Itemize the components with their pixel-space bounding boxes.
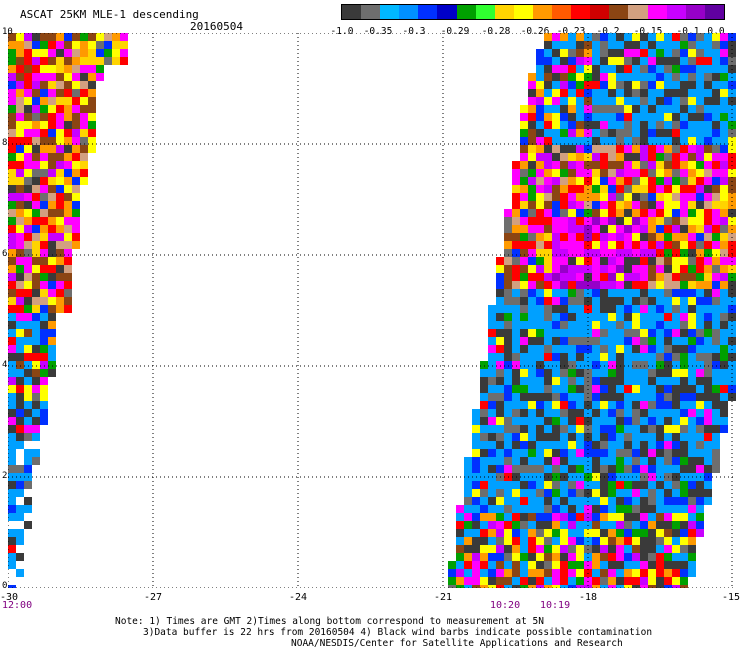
y-tick-6: 6: [2, 249, 8, 259]
colorbar-label: -0.29: [440, 26, 470, 37]
colorbar-label: -0.35: [363, 26, 393, 37]
map-plot: [8, 33, 736, 588]
colorbar-swatch: [666, 5, 686, 19]
colorbar-swatch: [590, 5, 610, 19]
colorbar-swatch: [418, 5, 438, 19]
colorbar-swatch: [571, 5, 591, 19]
colorbar-label: -0.26: [520, 26, 550, 37]
x-tick-minus15: -15: [721, 592, 740, 603]
y-tick-0: 0: [2, 581, 8, 591]
colorbar-swatch: [456, 5, 476, 19]
colorbar-swatch: [437, 5, 457, 19]
map-canvas: [8, 33, 736, 588]
x-tick-minus24: -24: [288, 592, 308, 603]
colorbar-swatch: [685, 5, 705, 19]
colorbar: [341, 4, 725, 20]
colorbar-swatch: [380, 5, 400, 19]
colorbar-swatch: [647, 5, 667, 19]
y-tick-10: 10: [2, 27, 13, 37]
colorbar-swatch: [342, 5, 362, 19]
colorbar-swatch: [628, 5, 648, 19]
colorbar-swatch: [494, 5, 514, 19]
colorbar-swatch: [475, 5, 495, 19]
colorbar-swatch: [399, 5, 419, 19]
x-tick-minus30: -30: [0, 592, 19, 603]
colorbar-swatch: [609, 5, 629, 19]
colorbar-swatch: [361, 5, 381, 19]
y-tick-8: 8: [2, 138, 8, 148]
x-tick-minus27: -27: [143, 592, 163, 603]
colorbar-labels: -1.0 -0.35 -0.3 -0.29 -0.28 -0.26 -0.23 -0.2 -0.…: [330, 26, 740, 38]
x-tick-minus21: -21: [433, 592, 453, 603]
y-tick-2: 2: [2, 471, 8, 481]
colorbar-label: -1.0: [330, 26, 354, 37]
colorbar-swatch: [552, 5, 572, 19]
plot-title: ASCAT 25KM MLE-1 descending: [20, 8, 199, 21]
time-label-swath-a: 10:20: [490, 600, 521, 611]
colorbar-label: -0.28: [481, 26, 511, 37]
colorbar-label: -0.1: [676, 26, 700, 37]
footer-note-1: Note: 1) Times are GMT 2)Times along bot…: [115, 616, 544, 627]
time-label-swath-b: 10:19: [540, 600, 571, 611]
footer-credit: NOAA/NESDIS/Center for Satellite Applica…: [291, 638, 623, 649]
colorbar-label: -0.23: [556, 26, 586, 37]
colorbar-swatch: [513, 5, 533, 19]
colorbar-label: -0.3: [402, 26, 426, 37]
y-tick-4: 4: [2, 360, 8, 370]
colorbar-swatch: [532, 5, 553, 19]
colorbar-label: 0.0: [707, 26, 725, 37]
colorbar-label: -0.2: [596, 26, 620, 37]
colorbar-label: -0.15: [633, 26, 663, 37]
time-label-left: 12:00: [2, 600, 33, 611]
colorbar-swatch: [704, 5, 724, 19]
x-tick-minus18: -18: [578, 592, 598, 603]
footer-note-2: 3)Data buffer is 22 hrs from 20160504 4)…: [143, 627, 653, 638]
plot-date: 20160504: [190, 20, 243, 33]
